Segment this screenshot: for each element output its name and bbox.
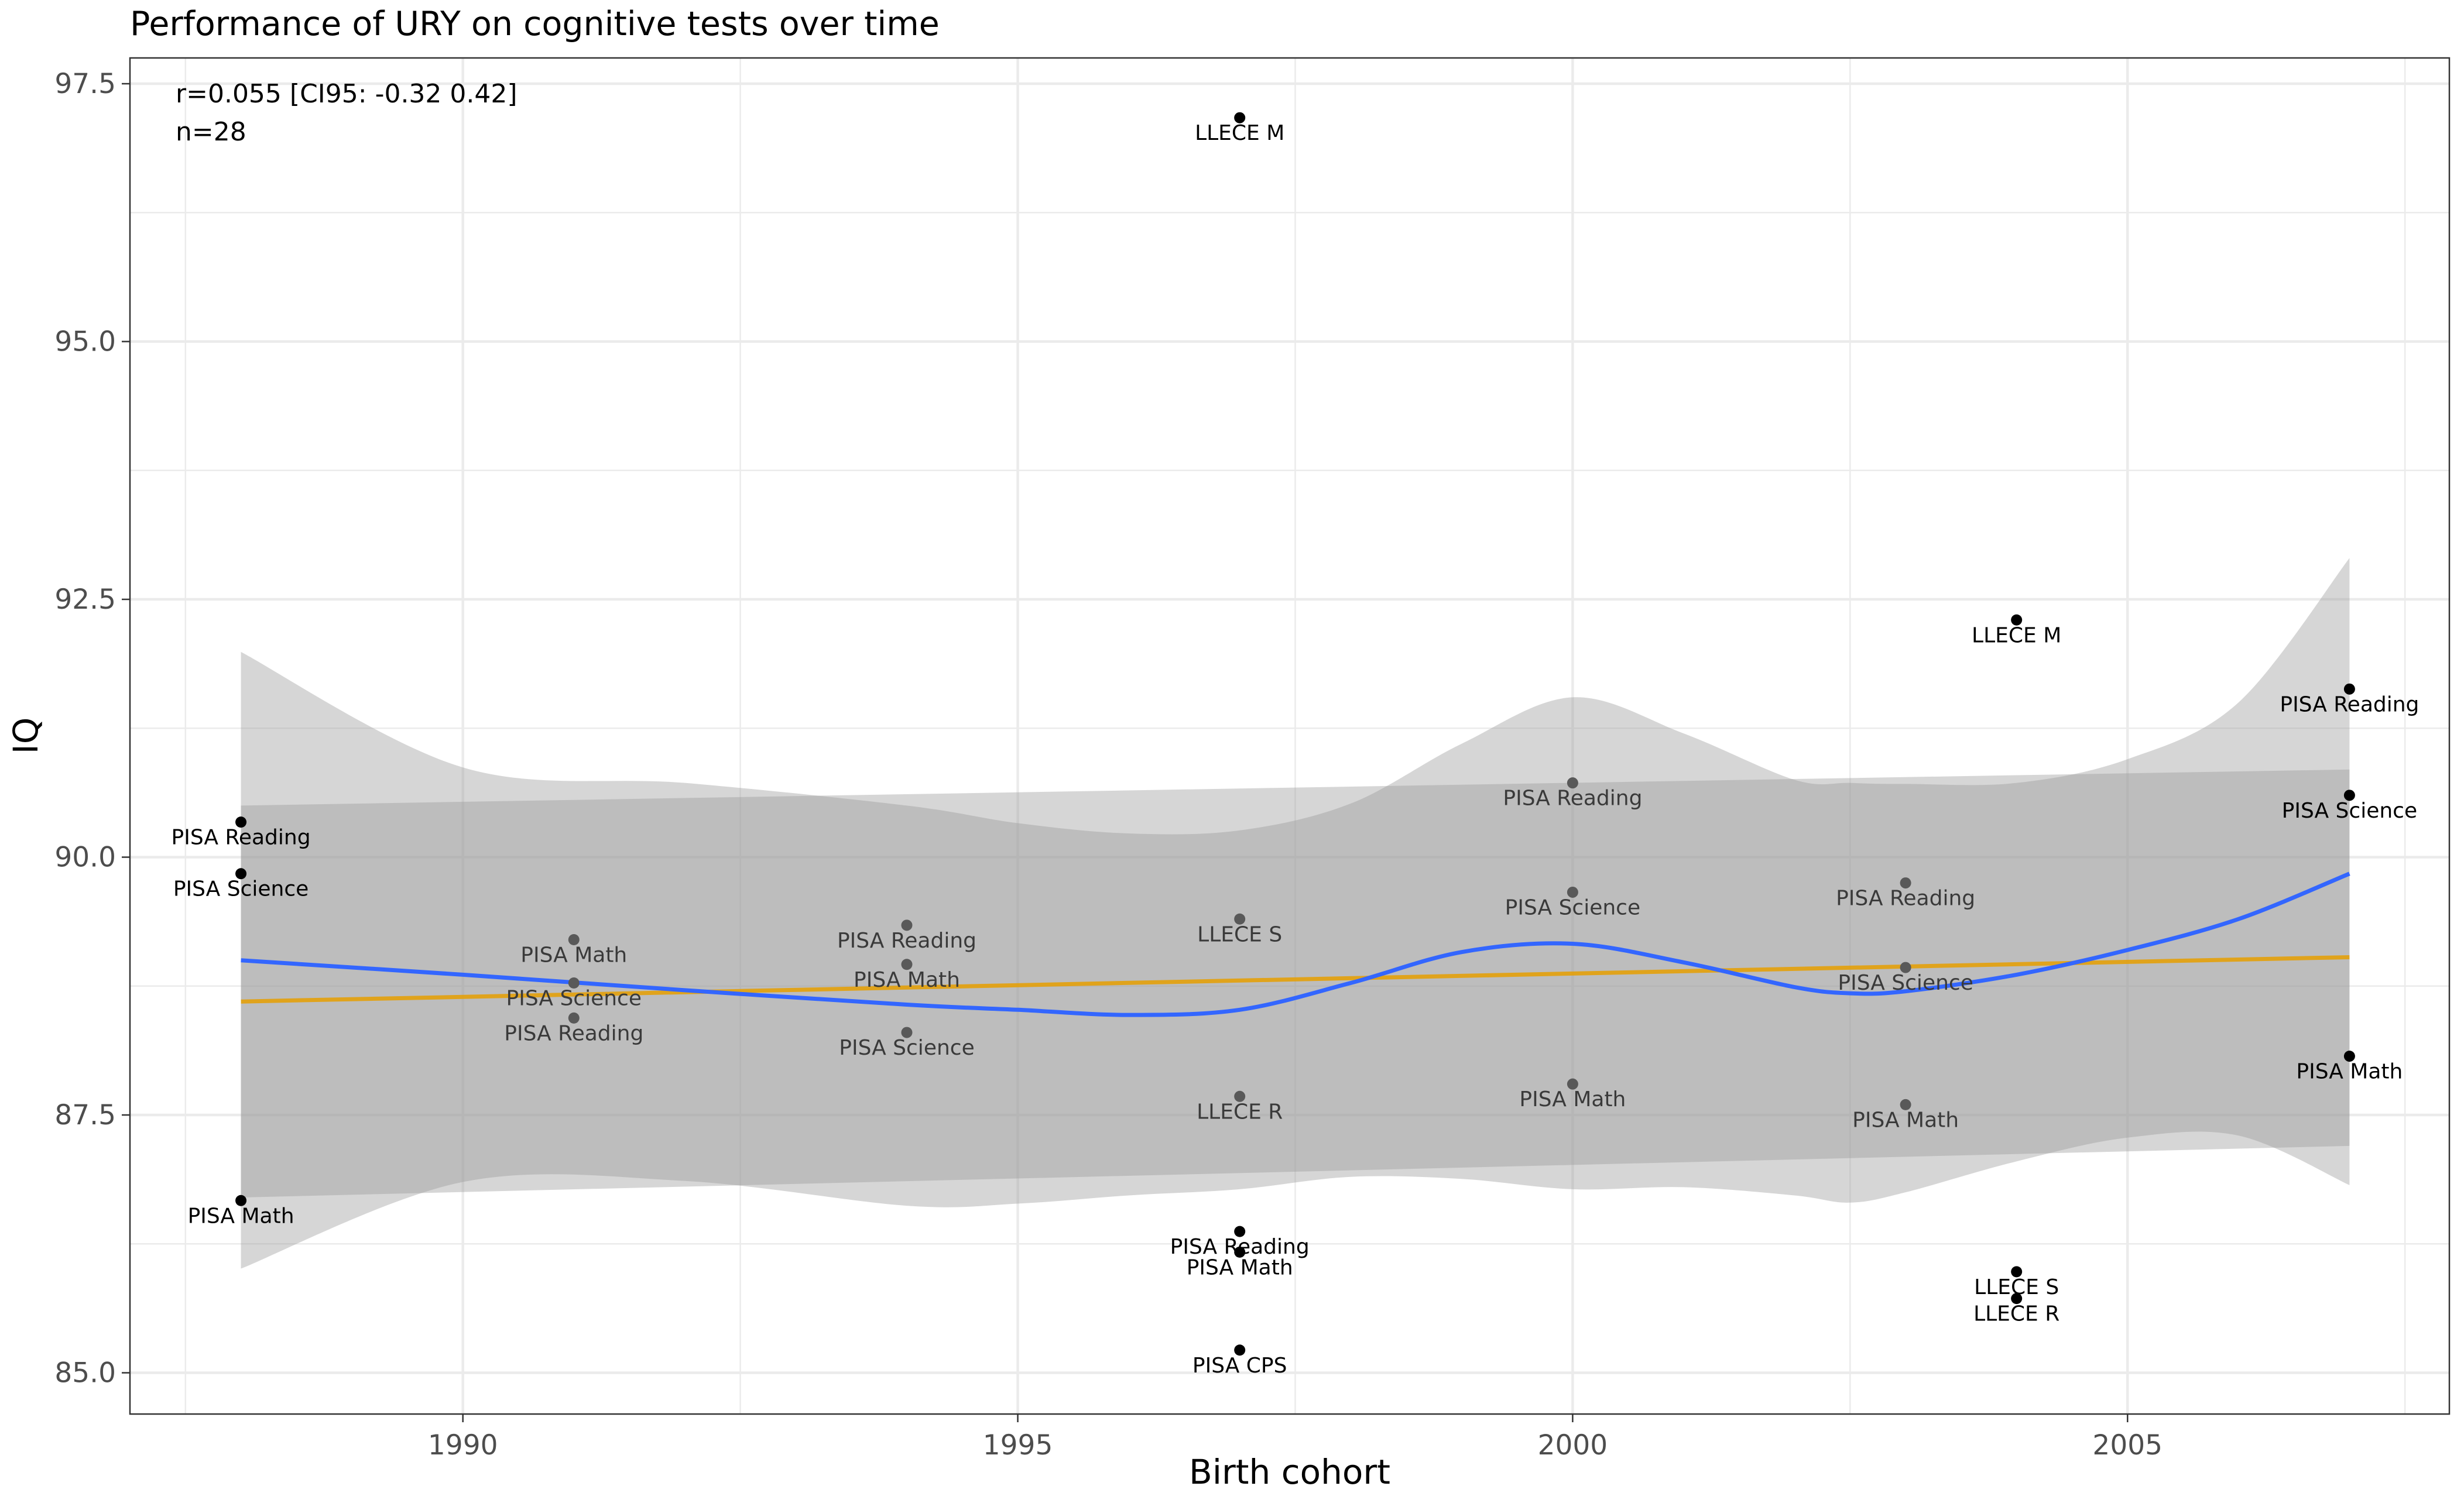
data-point-label: PISA Math bbox=[520, 943, 627, 967]
data-point bbox=[568, 934, 580, 945]
data-point-label: PISA Math bbox=[1519, 1087, 1626, 1111]
y-tick-label: 87.5 bbox=[54, 1099, 116, 1131]
data-point bbox=[1567, 886, 1578, 898]
linear-fit-line bbox=[241, 955, 2350, 1004]
data-point bbox=[2011, 1293, 2023, 1305]
y-axis: 85.0 87.5 90.0 92.5 95.0 97.5 bbox=[54, 68, 130, 1389]
data-point bbox=[1900, 962, 1911, 973]
fit-lines bbox=[241, 871, 2350, 1017]
x-axis-title: Birth cohort bbox=[1189, 1452, 1390, 1492]
data-point bbox=[1567, 777, 1578, 789]
data-point-label: PISA Reading bbox=[2280, 692, 2419, 716]
data-point bbox=[1234, 1246, 1246, 1258]
data-point bbox=[2011, 614, 2023, 626]
data-point-label: LLECE S bbox=[1974, 1275, 2059, 1299]
data-point-label: PISA Math bbox=[1187, 1255, 1293, 1279]
y-tick-label: 90.0 bbox=[54, 842, 116, 874]
plot-border bbox=[129, 57, 2451, 1415]
data-point-label: PISA Science bbox=[839, 1036, 974, 1060]
data-point bbox=[901, 1027, 913, 1038]
x-tick-label: 2000 bbox=[1538, 1429, 1608, 1461]
grid-major bbox=[130, 58, 2449, 1414]
y-axis-title: IQ bbox=[6, 718, 46, 754]
data-point bbox=[1567, 1078, 1578, 1090]
grid-minor bbox=[130, 58, 2449, 1414]
data-point-label: PISA Science bbox=[173, 877, 309, 901]
plot-background bbox=[130, 58, 2449, 1414]
correlation-annotation: r=0.055 [CI95: -0.32 0.42] bbox=[176, 79, 518, 109]
y-tick-label: 95.0 bbox=[54, 326, 116, 358]
data-points bbox=[235, 112, 2355, 1356]
data-point-label: PISA Reading bbox=[1503, 787, 1642, 811]
data-point bbox=[901, 959, 913, 970]
data-point-label: PISA Math bbox=[854, 968, 960, 992]
data-point-label: PISA Reading bbox=[837, 929, 976, 953]
x-axis: 1990 1995 2000 2005 bbox=[428, 1414, 2163, 1461]
data-point bbox=[235, 816, 247, 828]
data-point bbox=[1234, 1226, 1246, 1237]
x-tick-label: 1995 bbox=[983, 1429, 1053, 1461]
x-tick-label: 1990 bbox=[428, 1429, 498, 1461]
smooth-fit-ribbon bbox=[241, 558, 2350, 1269]
data-point-label: PISA Math bbox=[188, 1204, 294, 1228]
sample-size-annotation: n=28 bbox=[176, 117, 246, 147]
data-point bbox=[1234, 112, 1246, 123]
confidence-ribbons bbox=[241, 558, 2350, 1269]
y-tick-label: 97.5 bbox=[54, 68, 116, 100]
data-point-label: LLECE M bbox=[1195, 121, 1284, 145]
data-point-label: PISA CPS bbox=[1192, 1354, 1287, 1378]
y-tick-label: 92.5 bbox=[54, 584, 116, 616]
data-point bbox=[568, 977, 580, 989]
data-point bbox=[2343, 683, 2355, 695]
data-point-label: PISA Math bbox=[2296, 1060, 2403, 1084]
data-point bbox=[568, 1012, 580, 1024]
data-point-label: PISA Reading bbox=[504, 1021, 643, 1045]
data-point bbox=[235, 1195, 247, 1206]
data-point-label: LLECE M bbox=[1972, 623, 2061, 647]
linear-fit-ribbon bbox=[241, 769, 2350, 1197]
data-point bbox=[1234, 1090, 1246, 1102]
data-point-label: PISA Science bbox=[1505, 895, 1640, 919]
data-point-label: PISA Science bbox=[1838, 971, 1973, 995]
data-point bbox=[901, 919, 913, 931]
data-point bbox=[1234, 1344, 1246, 1356]
data-point-label: PISA Math bbox=[1852, 1108, 1959, 1132]
data-point bbox=[1900, 1099, 1911, 1110]
data-point bbox=[2343, 1051, 2355, 1062]
smooth-fit-line bbox=[241, 871, 2350, 1017]
data-point-label: PISA Reading bbox=[1836, 887, 1975, 911]
chart-title: Performance of URY on cognitive tests ov… bbox=[130, 5, 940, 43]
y-tick-label: 85.0 bbox=[54, 1357, 116, 1389]
x-tick-label: 2005 bbox=[2092, 1429, 2163, 1461]
data-point-label: LLECE R bbox=[1973, 1302, 2059, 1326]
data-point bbox=[1900, 877, 1911, 889]
data-point-label: LLECE R bbox=[1197, 1100, 1283, 1124]
data-point-label: LLECE S bbox=[1197, 922, 1282, 946]
data-point-label: PISA Reading bbox=[1170, 1235, 1310, 1259]
data-point-label: PISA Science bbox=[2282, 799, 2417, 823]
data-point bbox=[2011, 1266, 2023, 1278]
data-point-label: PISA Science bbox=[506, 986, 642, 1010]
point-labels: PISA Reading PISA Science PISA Math PISA Ma… bbox=[172, 121, 2420, 1378]
data-point bbox=[235, 868, 247, 880]
data-point bbox=[2343, 790, 2355, 801]
data-point bbox=[1234, 913, 1246, 925]
data-point-label: PISA Reading bbox=[172, 826, 311, 850]
